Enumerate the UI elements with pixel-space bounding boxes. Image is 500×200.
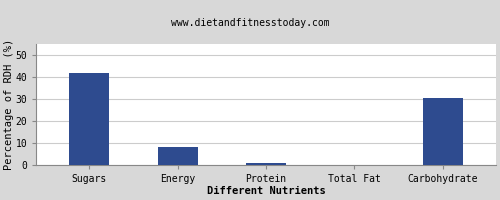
X-axis label: Different Nutrients: Different Nutrients (206, 186, 326, 196)
Bar (423, 98, 463, 165)
Text: www.dietandfitnesstoday.com: www.dietandfitnesstoday.com (170, 18, 330, 28)
Y-axis label: Percentage of RDH (%): Percentage of RDH (%) (4, 39, 14, 170)
Bar (70, 73, 109, 165)
Bar (158, 147, 198, 165)
Bar (246, 163, 286, 165)
